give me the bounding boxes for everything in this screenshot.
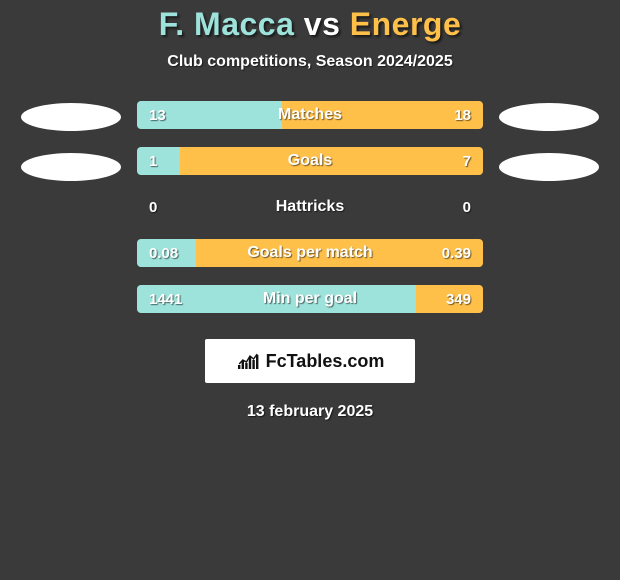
stat-segment-team-b <box>282 101 483 129</box>
stat-segment-team-b <box>196 239 483 267</box>
stat-row: 1318Matches <box>137 101 483 129</box>
title-vs: vs <box>294 6 349 42</box>
date-line: 13 february 2025 <box>0 403 620 421</box>
team-b-logo-column <box>499 101 599 181</box>
comparison-card: F. Macca vs Energe Club competitions, Se… <box>0 0 620 421</box>
title-team-b: Energe <box>350 6 461 42</box>
stat-value-team-b: 0.39 <box>442 239 471 267</box>
stat-value-team-a: 13 <box>149 101 166 129</box>
stat-value-team-b: 349 <box>446 285 471 313</box>
team-b-logo-placeholder <box>499 103 599 131</box>
title-team-a: F. Macca <box>159 6 295 42</box>
team-a-logo-placeholder <box>21 153 121 181</box>
team-b-logo-placeholder <box>499 153 599 181</box>
stat-value-team-a: 1 <box>149 147 157 175</box>
stat-row: 0.080.39Goals per match <box>137 239 483 267</box>
team-a-logo-column <box>21 101 121 181</box>
stat-segment-team-a <box>137 147 180 175</box>
brand-badge[interactable]: FcTables.com <box>205 339 415 383</box>
page-title: F. Macca vs Energe <box>0 6 620 43</box>
stat-value-team-a: 0 <box>149 193 157 221</box>
stat-value-team-b: 18 <box>454 101 471 129</box>
stat-value-team-a: 1441 <box>149 285 182 313</box>
stat-segment-team-b <box>180 147 483 175</box>
stat-value-team-a: 0.08 <box>149 239 178 267</box>
stat-row: 17Goals <box>137 147 483 175</box>
stat-value-team-b: 7 <box>463 147 471 175</box>
stat-area: 1318Matches17Goals00Hattricks0.080.39Goa… <box>0 101 620 313</box>
brand-text: FcTables.com <box>266 351 385 372</box>
stat-bars: 1318Matches17Goals00Hattricks0.080.39Goa… <box>137 101 483 313</box>
team-a-logo-placeholder <box>21 103 121 131</box>
stat-row: 1441349Min per goal <box>137 285 483 313</box>
subtitle: Club competitions, Season 2024/2025 <box>0 53 620 71</box>
stat-row: 0 0Hattricks <box>137 193 483 221</box>
bar-chart-icon <box>236 351 262 371</box>
stat-value-team-b: 0 <box>463 193 471 221</box>
stat-label: Hattricks <box>137 193 483 221</box>
